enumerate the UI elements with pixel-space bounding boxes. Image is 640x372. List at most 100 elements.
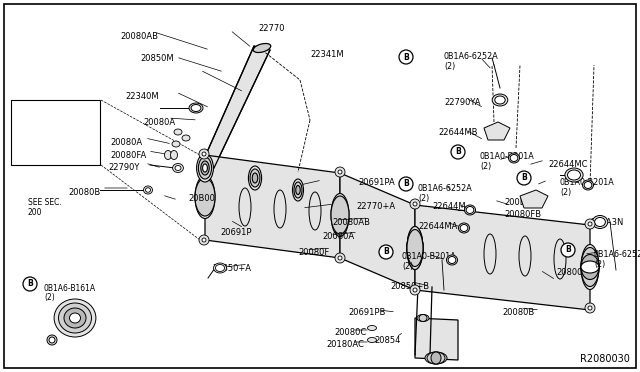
Ellipse shape — [425, 352, 447, 364]
Circle shape — [588, 306, 592, 310]
Ellipse shape — [431, 352, 441, 364]
Text: B: B — [403, 180, 409, 189]
Ellipse shape — [296, 186, 300, 195]
Circle shape — [199, 149, 209, 159]
Text: 20080AB: 20080AB — [332, 218, 370, 227]
Text: 20080B: 20080B — [68, 188, 100, 197]
Ellipse shape — [568, 170, 580, 180]
Text: R2080030: R2080030 — [580, 354, 630, 364]
Text: (2): (2) — [560, 188, 572, 197]
Text: SEE SEC.
200: SEE SEC. 200 — [28, 198, 61, 217]
Ellipse shape — [331, 193, 349, 237]
Ellipse shape — [331, 196, 349, 234]
Circle shape — [338, 256, 342, 260]
Ellipse shape — [250, 169, 260, 187]
Ellipse shape — [164, 151, 172, 160]
Polygon shape — [340, 173, 415, 290]
Circle shape — [585, 303, 595, 313]
Ellipse shape — [509, 153, 520, 163]
Ellipse shape — [189, 103, 203, 113]
Text: (2): (2) — [402, 262, 413, 271]
Circle shape — [413, 202, 417, 206]
Text: 20800: 20800 — [556, 268, 582, 277]
Ellipse shape — [70, 313, 81, 323]
Ellipse shape — [407, 230, 423, 266]
Text: 0B1A0-B201A: 0B1A0-B201A — [560, 178, 615, 187]
Text: 22644MA: 22644MA — [418, 222, 458, 231]
Text: 20080F: 20080F — [298, 248, 329, 257]
Ellipse shape — [407, 227, 423, 269]
Text: 20080C: 20080C — [334, 328, 366, 337]
Ellipse shape — [248, 166, 262, 190]
Ellipse shape — [47, 335, 57, 345]
Text: 20080A: 20080A — [143, 118, 175, 127]
Text: 20854: 20854 — [374, 336, 401, 345]
Ellipse shape — [201, 161, 209, 175]
Text: B: B — [455, 148, 461, 157]
Text: 0B1A6-6252A: 0B1A6-6252A — [444, 52, 499, 61]
Ellipse shape — [427, 352, 445, 364]
Ellipse shape — [172, 141, 180, 147]
Circle shape — [561, 243, 575, 257]
Ellipse shape — [458, 223, 470, 233]
Text: (2): (2) — [594, 260, 605, 269]
Ellipse shape — [143, 186, 152, 194]
Circle shape — [202, 152, 206, 156]
Circle shape — [585, 219, 595, 229]
Circle shape — [451, 145, 465, 159]
Ellipse shape — [252, 173, 258, 183]
Circle shape — [413, 288, 417, 292]
Text: 227A3N: 227A3N — [590, 218, 623, 227]
Text: 0B1A0-B201A: 0B1A0-B201A — [402, 252, 457, 261]
Text: 22644MC: 22644MC — [548, 160, 588, 169]
Ellipse shape — [195, 176, 215, 218]
Polygon shape — [205, 155, 340, 258]
Ellipse shape — [198, 157, 212, 179]
Ellipse shape — [49, 337, 55, 343]
Text: B: B — [383, 247, 389, 257]
Ellipse shape — [173, 164, 184, 173]
Ellipse shape — [175, 166, 181, 170]
Ellipse shape — [466, 206, 474, 214]
Circle shape — [399, 177, 413, 191]
Polygon shape — [415, 318, 458, 360]
Ellipse shape — [54, 299, 96, 337]
Ellipse shape — [592, 215, 608, 228]
Ellipse shape — [419, 314, 427, 321]
Ellipse shape — [417, 314, 429, 321]
Circle shape — [517, 171, 531, 185]
Ellipse shape — [581, 261, 599, 273]
Text: B: B — [565, 246, 571, 254]
Text: 22770: 22770 — [258, 24, 285, 33]
Polygon shape — [200, 46, 270, 168]
Text: 0B1A0-B201A: 0B1A0-B201A — [480, 152, 535, 161]
Ellipse shape — [407, 227, 423, 269]
Ellipse shape — [182, 135, 190, 141]
Text: 20080B: 20080B — [502, 308, 534, 317]
Text: 0B1A6-B161A: 0B1A6-B161A — [44, 284, 96, 293]
Ellipse shape — [581, 244, 599, 289]
Ellipse shape — [253, 44, 271, 52]
Ellipse shape — [292, 179, 303, 201]
Text: 20850+A: 20850+A — [212, 264, 251, 273]
Ellipse shape — [191, 105, 201, 112]
Ellipse shape — [367, 326, 376, 330]
Circle shape — [23, 277, 37, 291]
Ellipse shape — [58, 303, 92, 333]
Text: 20180AC: 20180AC — [326, 340, 364, 349]
Text: 22341M: 22341M — [310, 50, 344, 59]
Text: 22644MB: 22644MB — [438, 128, 477, 137]
Circle shape — [379, 245, 393, 259]
Ellipse shape — [510, 154, 518, 161]
Ellipse shape — [447, 255, 458, 265]
Ellipse shape — [195, 178, 215, 216]
Ellipse shape — [581, 247, 599, 286]
Ellipse shape — [367, 337, 376, 343]
Polygon shape — [520, 190, 548, 208]
Circle shape — [199, 235, 209, 245]
Ellipse shape — [448, 257, 456, 263]
Ellipse shape — [492, 94, 508, 106]
Text: 20080A: 20080A — [322, 232, 354, 241]
Text: 20080FA: 20080FA — [110, 151, 147, 160]
Circle shape — [338, 170, 342, 174]
